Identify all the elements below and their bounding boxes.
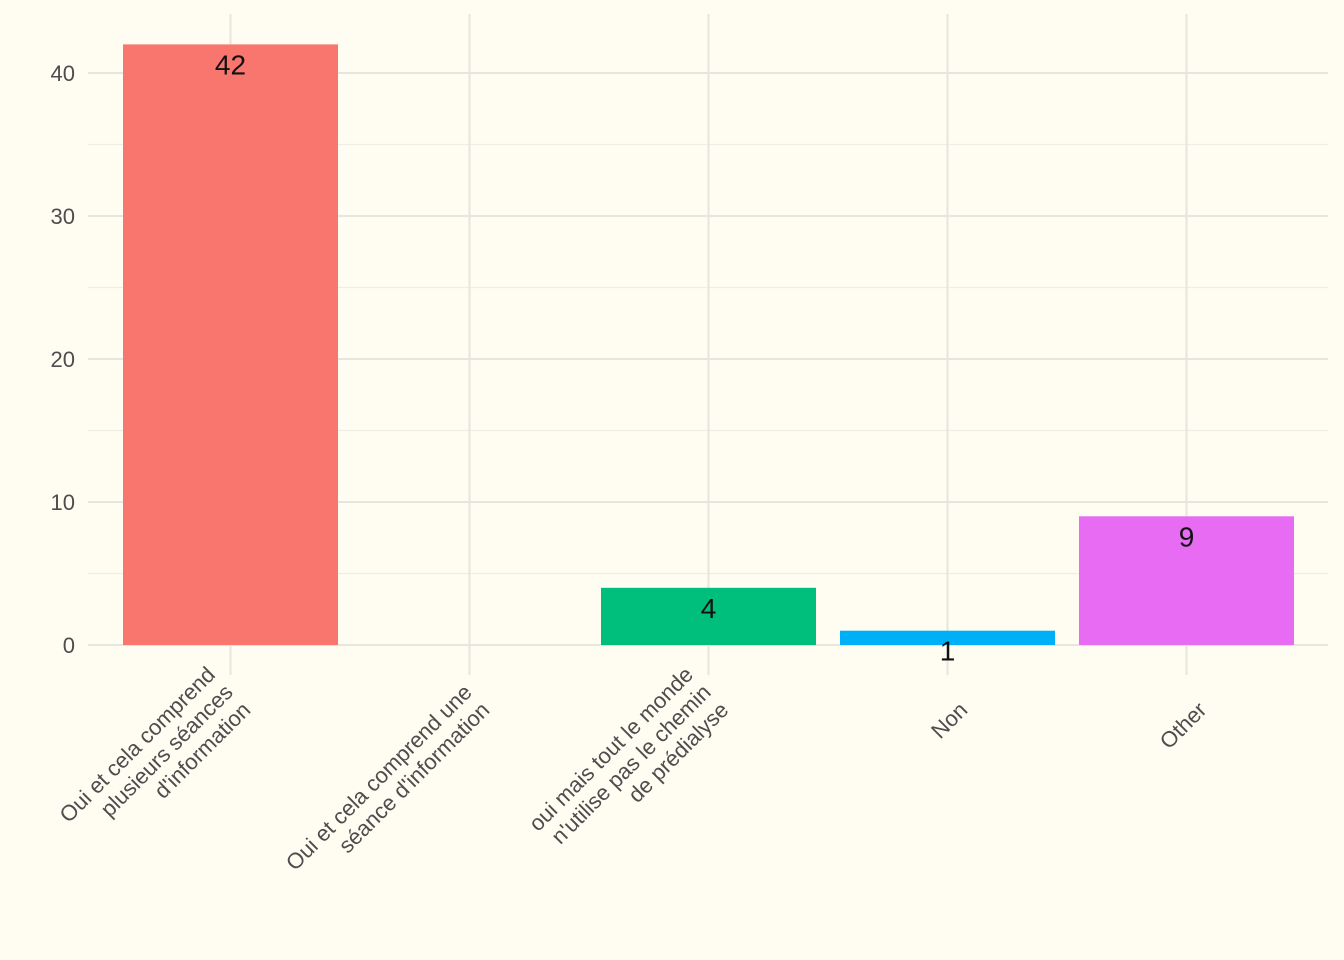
y-axis: 0 10 20 30 40 xyxy=(51,61,75,658)
data-label: 42 xyxy=(215,49,246,80)
x-category-label: Other xyxy=(1155,697,1212,754)
y-tick-label: 30 xyxy=(51,204,75,229)
x-category-label-line: séance d'information xyxy=(334,697,495,858)
y-tick-label: 20 xyxy=(51,347,75,372)
bar xyxy=(1079,516,1294,645)
bar xyxy=(601,587,816,645)
x-category-label-line: Non xyxy=(926,697,972,743)
bar xyxy=(123,44,338,645)
data-label: 9 xyxy=(1179,521,1195,552)
y-tick-label: 0 xyxy=(63,633,75,658)
x-category-label-line: Other xyxy=(1155,697,1212,754)
bars xyxy=(123,44,1294,645)
x-category-label: Non xyxy=(926,697,972,743)
x-category-label-line: n'utilise pas le chemin xyxy=(546,679,715,848)
y-tick-label: 10 xyxy=(51,490,75,515)
x-category-label-line: Oui et cela comprend une xyxy=(281,679,477,875)
y-tick-label: 40 xyxy=(51,61,75,86)
data-label: 1 xyxy=(940,636,956,667)
data-labels: 42 4 1 9 xyxy=(215,49,1194,666)
bar xyxy=(840,630,1055,645)
data-label: 4 xyxy=(701,593,717,624)
